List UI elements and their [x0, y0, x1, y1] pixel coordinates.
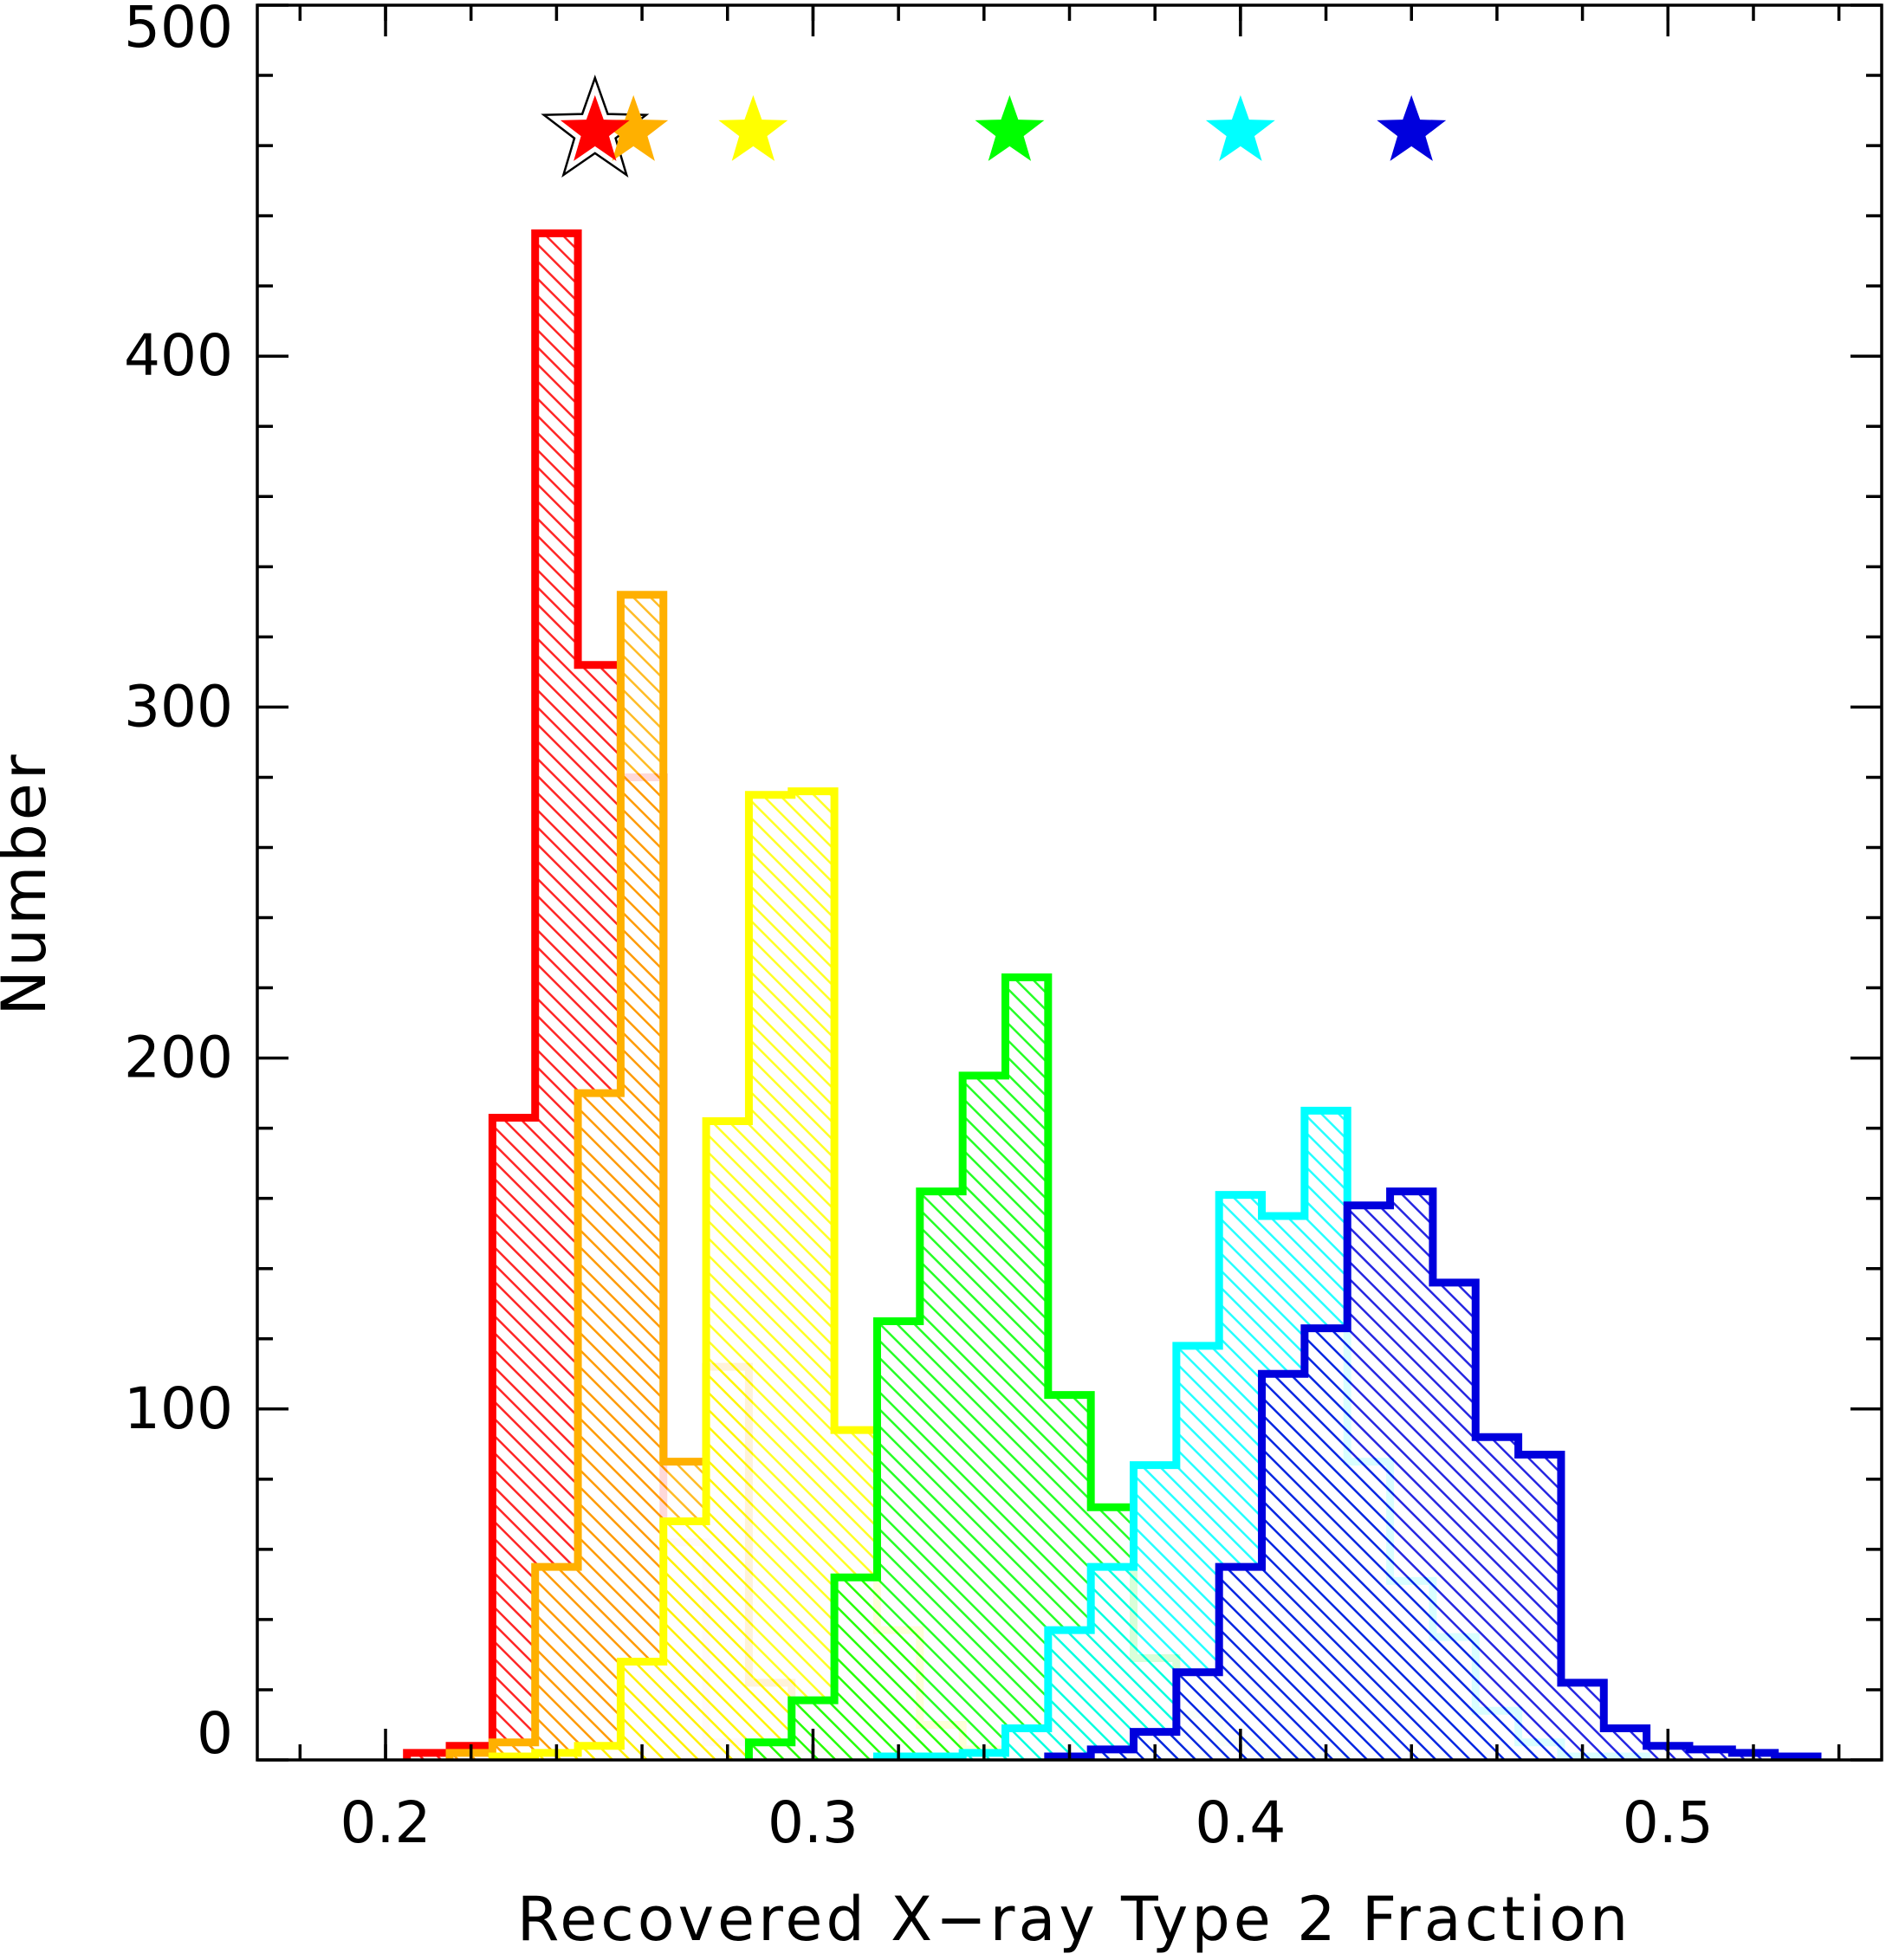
star-markers — [541, 74, 1447, 178]
y-tick-label: 200 — [124, 1025, 233, 1091]
histogram-series — [403, 229, 1822, 1761]
star-marker-6 — [1377, 94, 1447, 161]
x-tick-label: 0.2 — [340, 1789, 431, 1856]
star-marker-2 — [599, 94, 669, 161]
x-tick-label: 0.3 — [768, 1789, 859, 1856]
x-tick-label: 0.5 — [1623, 1789, 1714, 1856]
star-marker-5 — [1205, 94, 1275, 161]
y-tick-label: 500 — [124, 0, 233, 61]
star-marker-4 — [975, 94, 1045, 161]
y-tick-label: 100 — [124, 1375, 233, 1442]
axes — [256, 3, 1883, 1762]
tick-labels: 0.2 0.3 0.4 0.5 0 100 200 300 400 500 — [124, 0, 1714, 1856]
y-tick-label: 0 — [197, 1700, 233, 1767]
y-tick-label: 300 — [124, 673, 233, 740]
histogram-outline — [1044, 1187, 1822, 1761]
x-axis-title: Recovered X−ray Type 2 Fraction — [517, 1884, 1632, 1955]
y-tick-label: 400 — [124, 322, 233, 389]
star-marker-1 — [560, 94, 630, 161]
x-tick-label: 0.4 — [1195, 1789, 1286, 1856]
series-6 — [1044, 1187, 1822, 1761]
histogram-fill — [406, 233, 792, 1760]
histogram-fill — [1047, 1191, 1818, 1760]
star-marker-3 — [718, 94, 788, 161]
y-axis-title: Number — [0, 751, 60, 1015]
